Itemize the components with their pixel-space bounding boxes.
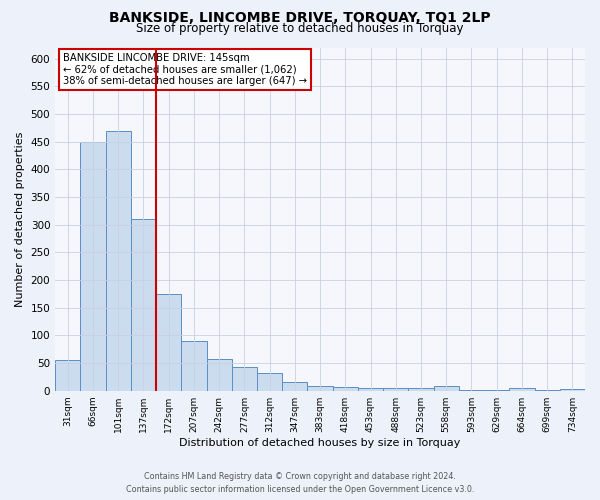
Bar	[332, 388, 358, 390]
Bar	[383, 388, 409, 390]
Bar	[307, 386, 332, 390]
Bar	[232, 368, 257, 390]
Bar	[282, 382, 307, 390]
Bar	[509, 388, 535, 390]
Bar	[55, 360, 80, 390]
Bar	[181, 341, 206, 390]
Bar	[80, 142, 106, 390]
Bar	[206, 358, 232, 390]
Text: BANKSIDE LINCOMBE DRIVE: 145sqm
← 62% of detached houses are smaller (1,062)
38%: BANKSIDE LINCOMBE DRIVE: 145sqm ← 62% of…	[63, 52, 307, 86]
X-axis label: Distribution of detached houses by size in Torquay: Distribution of detached houses by size …	[179, 438, 461, 448]
Bar	[156, 294, 181, 390]
Text: BANKSIDE, LINCOMBE DRIVE, TORQUAY, TQ1 2LP: BANKSIDE, LINCOMBE DRIVE, TORQUAY, TQ1 2…	[109, 11, 491, 25]
Text: Size of property relative to detached houses in Torquay: Size of property relative to detached ho…	[136, 22, 464, 35]
Bar	[358, 388, 383, 390]
Bar	[560, 389, 585, 390]
Bar	[106, 130, 131, 390]
Y-axis label: Number of detached properties: Number of detached properties	[15, 132, 25, 307]
Text: Contains HM Land Registry data © Crown copyright and database right 2024.
Contai: Contains HM Land Registry data © Crown c…	[126, 472, 474, 494]
Bar	[257, 373, 282, 390]
Bar	[434, 386, 459, 390]
Bar	[131, 219, 156, 390]
Bar	[409, 388, 434, 390]
